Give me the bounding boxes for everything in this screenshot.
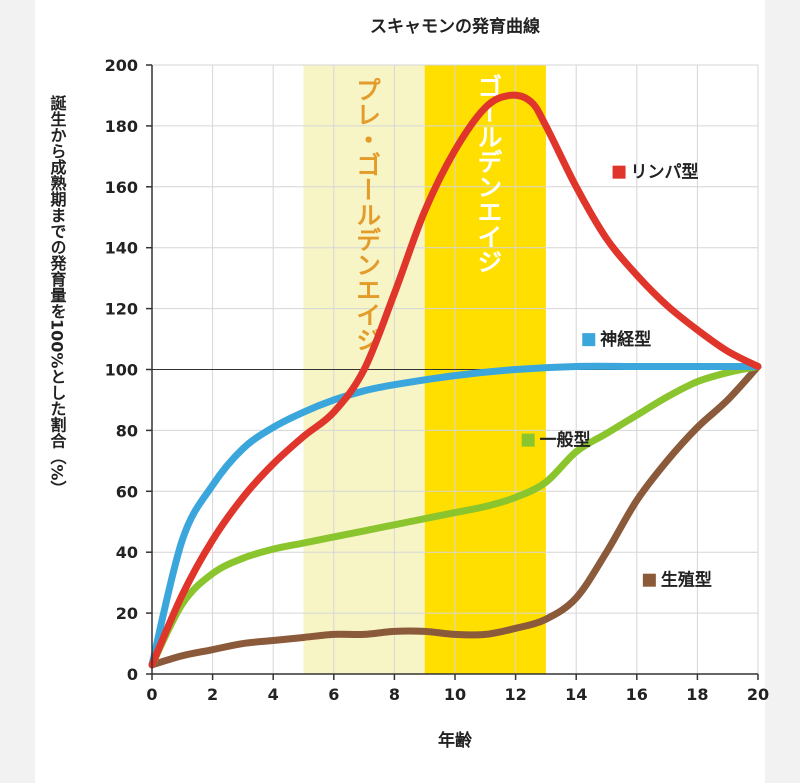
x-tick-label: 8 (389, 685, 400, 704)
x-tick-label: 14 (565, 685, 587, 704)
y-tick-label: 140 (105, 239, 138, 258)
legend-swatch (521, 433, 535, 447)
x-tick-label: 16 (626, 685, 648, 704)
y-tick-label: 100 (105, 361, 138, 380)
x-tick-label: 6 (328, 685, 339, 704)
y-tick-label: 20 (116, 604, 138, 623)
legend-swatch (582, 333, 596, 347)
series-lines (148, 91, 762, 669)
legend-swatch (612, 165, 626, 179)
y-axis-label: 誕生から成熟期までの発育量を100%とした割合（%） (48, 94, 68, 496)
y-tick-label: 200 (105, 56, 138, 75)
series-line-3 (148, 362, 762, 669)
x-tick-label: 0 (146, 685, 157, 704)
x-tick-label: 20 (747, 685, 769, 704)
x-tick-label: 10 (444, 685, 466, 704)
legend-label: 神経型 (600, 329, 651, 350)
band-label: プレ・ゴールデンエイジ (353, 77, 382, 352)
chart-title: スキャモンの発育曲線 (370, 16, 540, 37)
series-line-0 (148, 91, 762, 669)
band-labels: プレ・ゴールデンエイジ ゴールデンエイジ (353, 73, 503, 352)
legend-label: 一般型 (540, 430, 591, 451)
y-tick-label: 180 (105, 117, 138, 136)
y-tick-label: 80 (116, 421, 138, 440)
x-tick-label: 12 (504, 685, 526, 704)
x-tick-label: 2 (207, 685, 218, 704)
x-axis-label: 年齢 (438, 730, 473, 751)
y-tick-label: 0 (127, 665, 138, 684)
y-tick-label: 60 (116, 482, 138, 501)
legend-label: リンパ型 (631, 162, 699, 183)
series-line-2 (148, 362, 762, 669)
x-tick-label: 18 (686, 685, 708, 704)
y-tick-label: 40 (116, 543, 138, 562)
y-tick-label: 120 (105, 300, 138, 319)
legend-swatch (642, 573, 656, 587)
x-tick-label: 4 (268, 685, 279, 704)
legend-label: 生殖型 (661, 570, 712, 591)
series-line-1 (148, 362, 762, 669)
axes: 0 20 40 60 80 100 120 140 160 180 200 0 2 4 6 8 10 12 14 16… (105, 56, 770, 704)
y-tick-label: 160 (105, 178, 138, 197)
